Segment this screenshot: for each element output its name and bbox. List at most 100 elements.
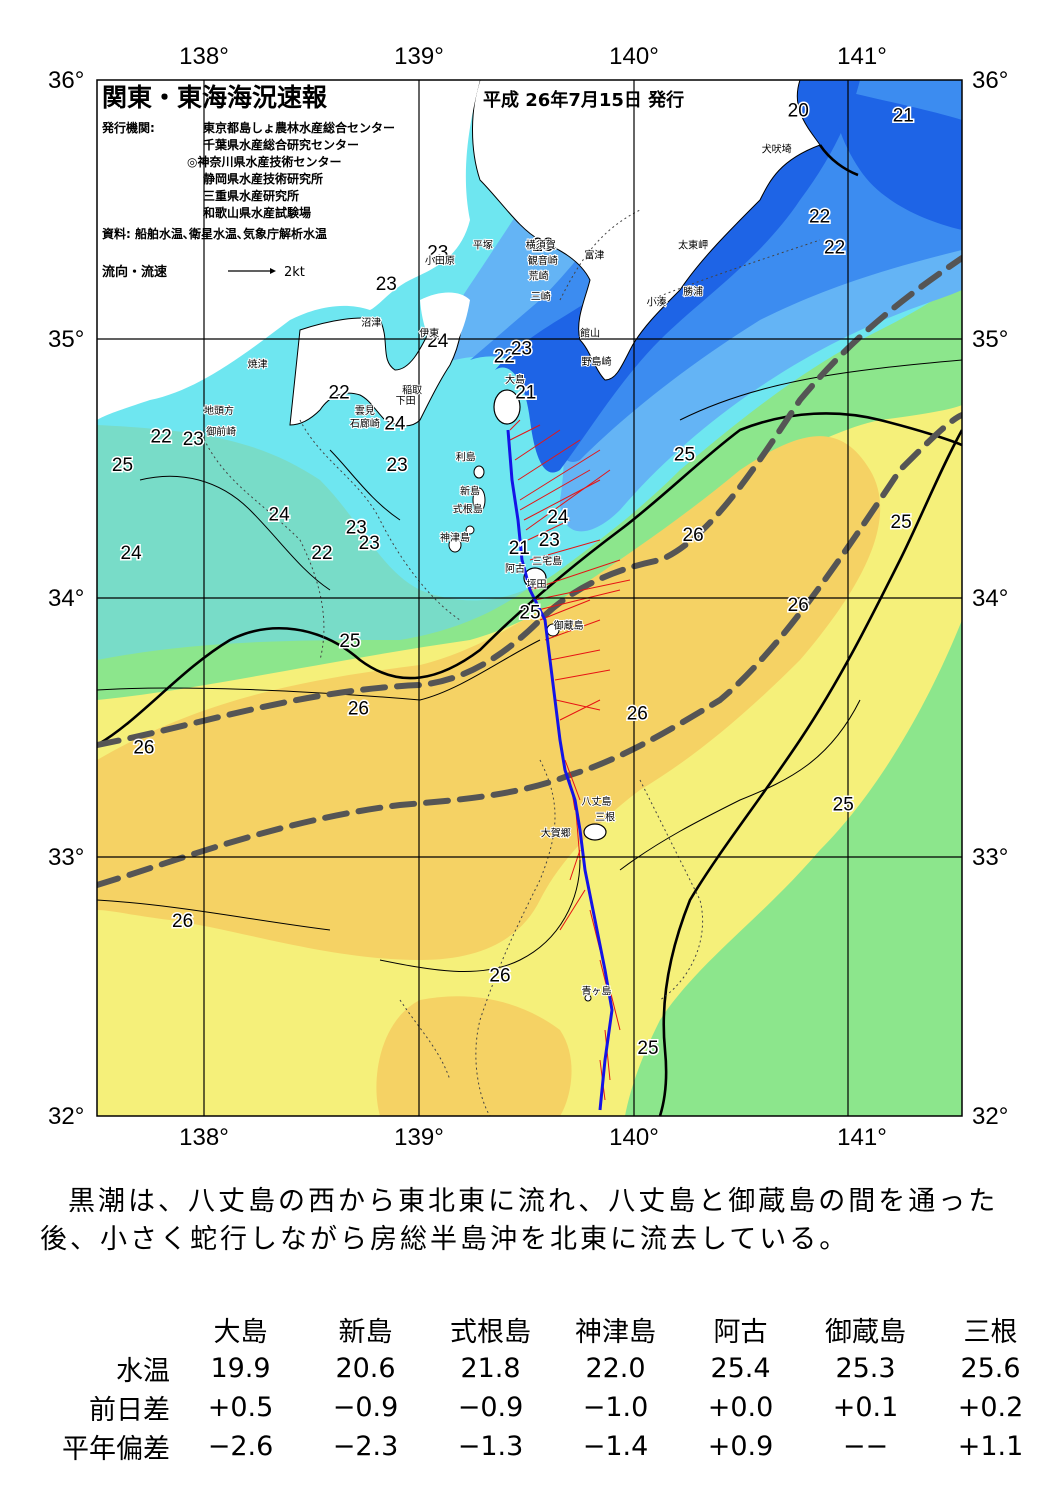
table-cell: +0.1 <box>832 1392 899 1423</box>
lon-label-top: 141° <box>837 43 887 70</box>
lat-label-left: 35° <box>48 326 84 353</box>
place-label: 大島 <box>505 373 525 386</box>
isotherm-bold-lines <box>97 144 962 1116</box>
isotherm-label: 23 <box>511 339 532 360</box>
publisher-item: 東京都島しょ農林水産総合センター <box>203 120 395 135</box>
lat-label-right: 33° <box>972 844 1008 871</box>
isotherm-label: 22 <box>311 543 332 564</box>
sea-temperature-map: 138° 139° 140° 141° 138° 139° 140° 141° … <box>48 43 1008 1151</box>
place-label: 太東岬 <box>678 238 708 251</box>
place-label: 地頭方 <box>204 404 234 417</box>
place-label: 利島 <box>456 451 476 464</box>
lat-label-left: 32° <box>48 1103 84 1130</box>
current-legend-speed: 2kt <box>284 265 305 280</box>
sst-orange-layer <box>97 436 881 960</box>
table-header-row: 大島 新島 式根島 神津島 阿古 御蔵島 三根 <box>20 1310 1053 1349</box>
place-label: 御前崎 <box>206 425 236 438</box>
table-cell: +0.0 <box>707 1392 774 1423</box>
place-label: 野島崎 <box>582 355 612 368</box>
isotherm-label: 26 <box>627 704 648 725</box>
lon-label-bottom: 138° <box>179 1124 229 1151</box>
temperature-field <box>97 80 962 1116</box>
table-cell: −1.4 <box>582 1431 649 1462</box>
place-label: 阿古 <box>505 562 525 575</box>
table-row: 平年偏差 −2.6 −2.3 −1.3 −1.4 +0.9 −− +1.1 <box>20 1427 1053 1466</box>
report-title: 関東・東海海況速報 <box>102 83 328 112</box>
isotherm-label: 21 <box>893 105 914 126</box>
lat-label-right: 36° <box>972 67 1008 94</box>
table-cell: +0.5 <box>207 1392 274 1423</box>
table-cell: 20.6 <box>335 1353 396 1384</box>
sst-deepblue-offshore <box>836 90 962 230</box>
table-cell: +0.2 <box>957 1392 1024 1423</box>
table-cell: −2.6 <box>207 1431 274 1462</box>
place-label: 三根 <box>595 811 615 824</box>
table-cell: −2.3 <box>332 1431 399 1462</box>
lon-label-top: 140° <box>609 43 659 70</box>
current-legend-arrowhead <box>270 268 276 274</box>
publisher-item: ◎神奈川県水産技術センター <box>187 154 341 169</box>
isotherm-label: 20 <box>788 100 809 121</box>
graticule <box>97 80 962 1116</box>
island-hachijojima <box>583 823 607 841</box>
isotherm-label: 24 <box>547 507 569 528</box>
place-label: 青ヶ島 <box>582 984 612 997</box>
ship-track <box>506 429 614 1111</box>
isotherm-label: 25 <box>112 455 133 476</box>
isotherm-label: 25 <box>674 445 695 466</box>
lon-label-bottom: 139° <box>394 1124 444 1151</box>
lat-label-right: 32° <box>972 1103 1008 1130</box>
isotherm-label: 21 <box>509 538 530 559</box>
row-label: 水温 <box>116 1356 170 1387</box>
lon-label-top: 139° <box>394 43 444 70</box>
depth-contours <box>199 209 821 1116</box>
isotherm-label: 22 <box>809 206 830 227</box>
isotherm-label: 24 <box>384 414 406 435</box>
place-label: 横須賀 <box>526 238 556 251</box>
isotherm-label: 23 <box>387 455 408 476</box>
map-header: 関東・東海海況速報 平成 26年7月15日 発行 発行機関: 東京都島しょ農林水… <box>101 83 684 280</box>
place-label: 平塚 <box>473 239 493 251</box>
place-label: 稲取 <box>402 384 422 396</box>
isotherm-label: 24 <box>427 331 449 352</box>
isotherm-label: 26 <box>489 965 510 986</box>
table-cell: −0.9 <box>332 1392 399 1423</box>
place-label: 御蔵島 <box>554 619 584 632</box>
summary-text: 黒潮は、八丈島の西から東北東に流れ、八丈島と御蔵島の間を通った後、小さく蛇行しな… <box>40 1186 999 1255</box>
data-sources: 資料: 船舶水温､衛星水温､気象庁解析水温 <box>102 226 327 241</box>
isotherm-label: 25 <box>339 631 360 652</box>
table-cell: 22.0 <box>585 1353 646 1384</box>
table-cell: +0.9 <box>707 1431 774 1462</box>
isotherm-label: 25 <box>519 603 540 624</box>
place-label: 石廊崎 <box>350 417 380 430</box>
publisher-item: 千葉県水産総合研究センター <box>203 137 359 152</box>
place-label: 大賀郷 <box>541 826 571 839</box>
current-vectors <box>509 419 631 1101</box>
place-label: 勝浦 <box>683 285 703 298</box>
place-label: 伊東 <box>419 326 439 339</box>
place-label: 館山 <box>580 326 600 339</box>
isotherm-label: 23 <box>532 235 553 256</box>
place-label: 小湊 <box>647 295 667 308</box>
island-kozushima <box>448 537 462 553</box>
isotherm-label: 24 <box>121 543 143 564</box>
place-label: 富津 <box>584 249 604 262</box>
station-name: 阿古 <box>713 1317 768 1348</box>
axis-labels: 138° 139° 140° 141° 138° 139° 140° 141° … <box>48 43 1008 1151</box>
island-shikinejima <box>465 525 475 535</box>
place-label: 雲見 <box>355 405 375 417</box>
publisher-item: 静岡県水産技術研究所 <box>203 171 323 186</box>
place-label: 坪田 <box>527 578 547 591</box>
place-label: 新島 <box>460 484 480 497</box>
place-label: 式根島 <box>453 503 483 516</box>
island-niijima <box>472 487 486 513</box>
station-name: 新島 <box>338 1317 393 1348</box>
isotherm-label: 24 <box>269 504 291 525</box>
isotherm-label: 23 <box>183 429 204 450</box>
station-name: 御蔵島 <box>825 1317 906 1348</box>
isotherm-label: 23 <box>376 274 397 295</box>
table-cell: 25.4 <box>710 1353 771 1384</box>
lon-label-top: 138° <box>179 43 229 70</box>
